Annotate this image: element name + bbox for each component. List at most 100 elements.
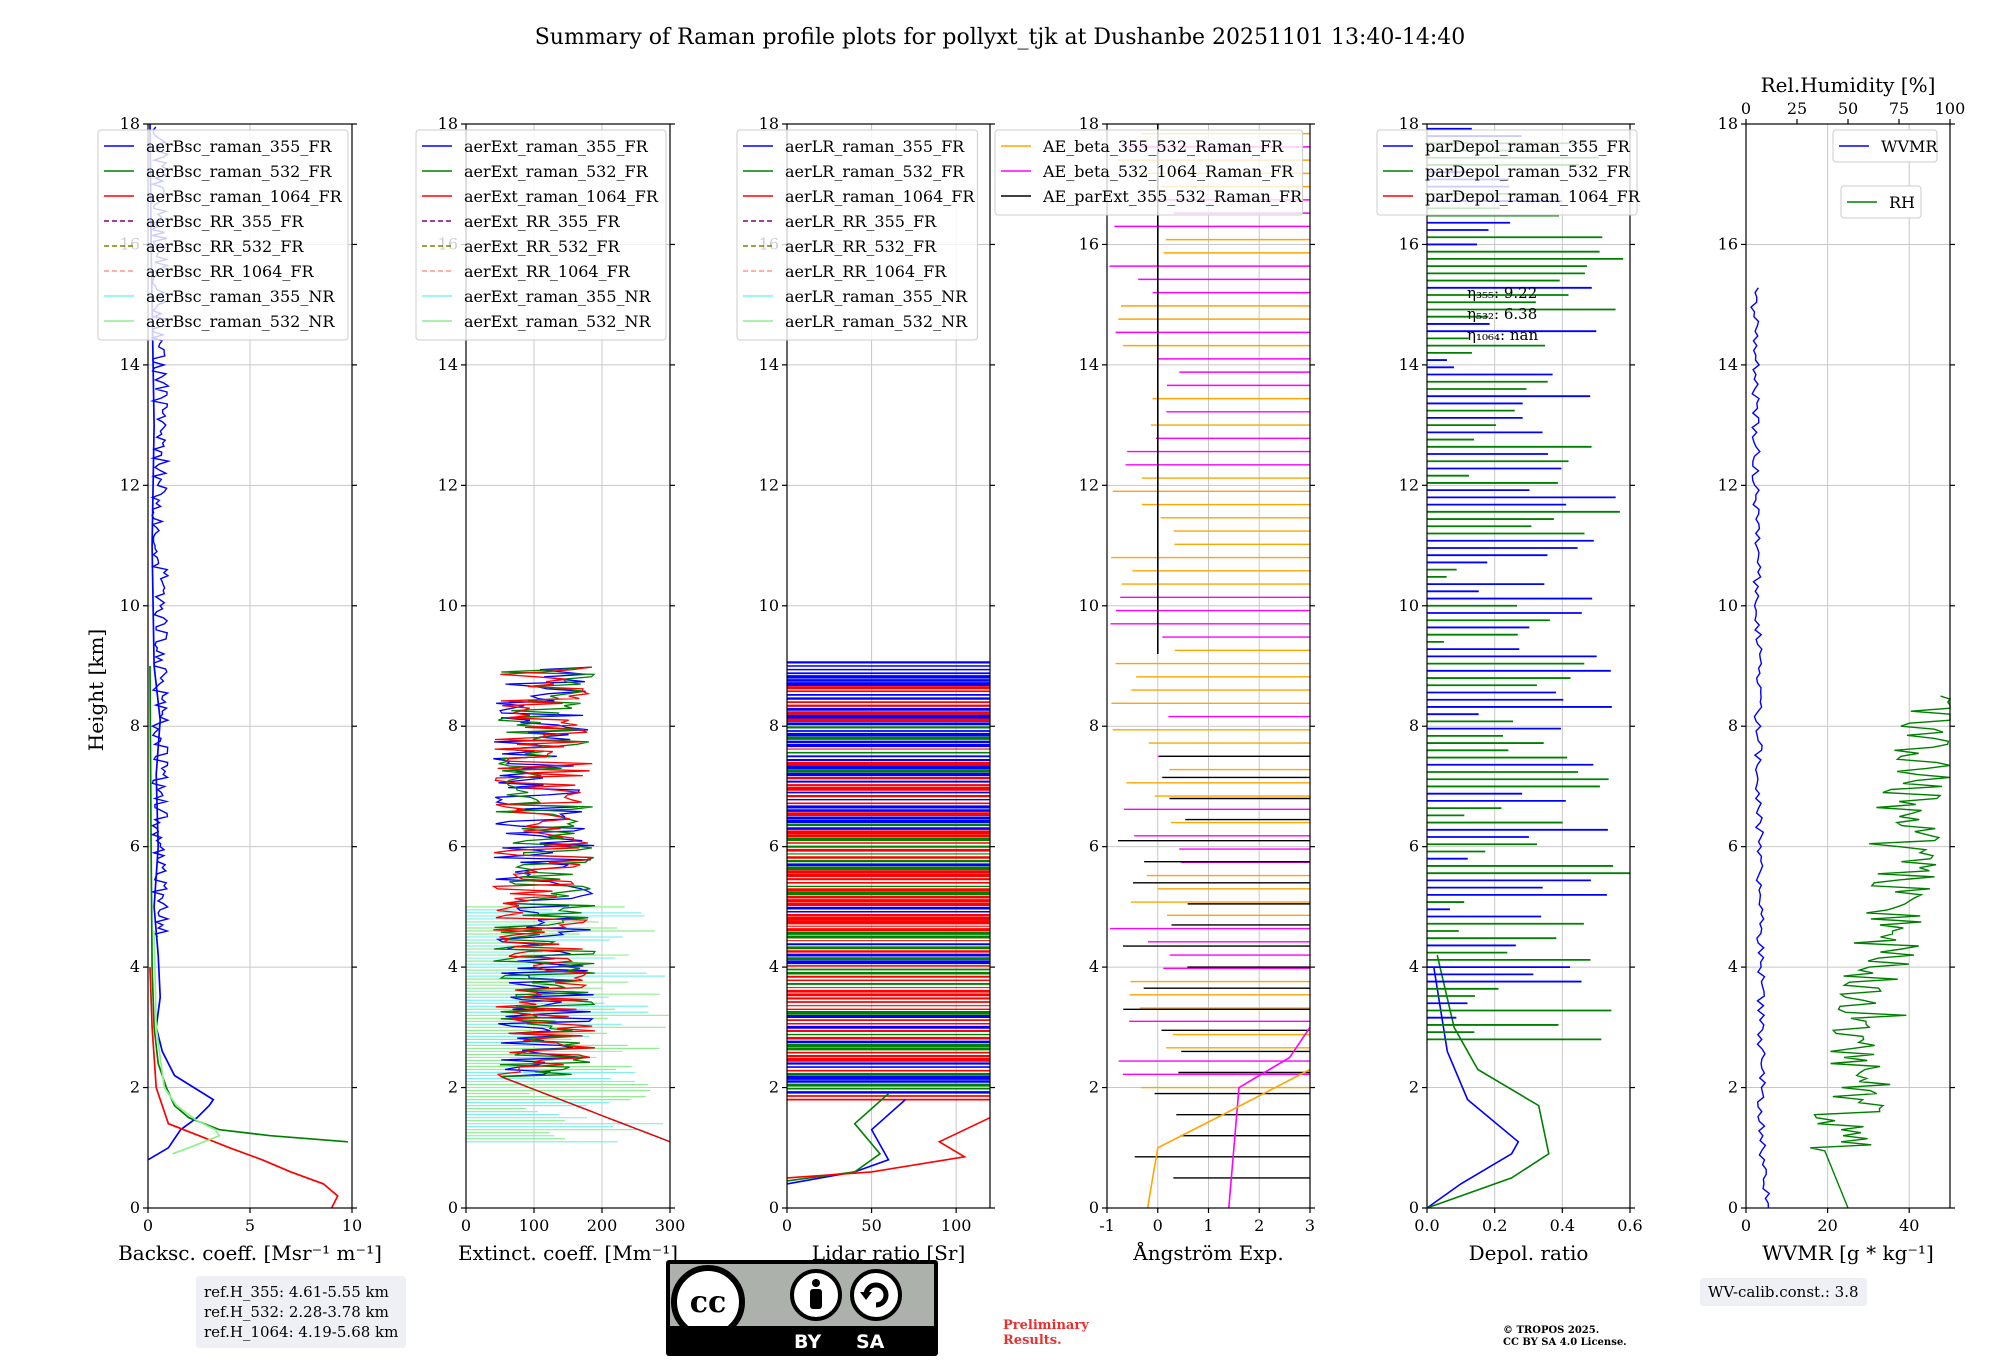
y-tick-label: 14 xyxy=(1079,355,1099,374)
legend-entry: aerLR_RR_1064_FR xyxy=(785,262,947,281)
x-tick-label: 0.0 xyxy=(1414,1216,1439,1235)
legend-entry: RH xyxy=(1889,193,1915,212)
y-tick-label: 18 xyxy=(759,114,779,133)
y-tick-label: 12 xyxy=(1718,475,1738,494)
y-tick-label: 14 xyxy=(1399,355,1419,374)
y-tick-label: 4 xyxy=(448,957,458,976)
plot-area xyxy=(786,661,991,1185)
lidar-ratio-1064 xyxy=(786,1116,991,1179)
x-tick-label: 100 xyxy=(519,1216,550,1235)
x-tick-label: 200 xyxy=(587,1216,618,1235)
y-tick-label: 10 xyxy=(1718,596,1738,615)
x-axis-label: Backsc. coeff. [Msr⁻¹ m⁻¹] xyxy=(118,1241,382,1265)
x-tick-label: 0 xyxy=(1153,1216,1163,1235)
y-tick-label: 10 xyxy=(438,596,458,615)
figure-title: Summary of Raman profile plots for polly… xyxy=(535,25,1466,50)
x-axis-label: Depol. ratio xyxy=(1469,1241,1589,1265)
x-tick-label: 20 xyxy=(1817,1216,1837,1235)
share-alike-icon xyxy=(850,1269,902,1321)
legend-entry: aerExt_raman_355_FR xyxy=(464,137,649,156)
y-tick-label: 8 xyxy=(769,716,779,735)
legend-box xyxy=(994,129,1304,216)
ref-height-355: ref.H_355: 4.61-5.55 km xyxy=(204,1283,389,1301)
y-tick-label: 12 xyxy=(120,475,140,494)
legend-entry: aerBsc_RR_532_FR xyxy=(146,237,304,256)
y-tick-label: 0 xyxy=(448,1198,458,1217)
y-tick-label: 0 xyxy=(1089,1198,1099,1217)
legend-entry: WVMR xyxy=(1881,137,1938,156)
x-tick-label: 2 xyxy=(1254,1216,1264,1235)
x-tick-label: 50 xyxy=(861,1216,881,1235)
y-tick-label: 0 xyxy=(130,1198,140,1217)
legend-entry: aerBsc_RR_355_FR xyxy=(146,212,304,231)
depol-annotation: η₅₃₂: 6.38 xyxy=(1467,305,1537,323)
legend-entry: aerExt_RR_532_FR xyxy=(464,237,621,256)
x-tick-label: -1 xyxy=(1099,1216,1115,1235)
x-tick-label: 300 xyxy=(655,1216,686,1235)
legend-entry: parDepol_raman_1064_FR xyxy=(1425,187,1641,206)
legend-entry: AE_beta_355_532_Raman_FR xyxy=(1042,137,1284,156)
legend-box xyxy=(1832,129,1938,163)
legend-entry: aerLR_RR_355_FR xyxy=(785,212,937,231)
panel-lidar_ratio: 024681012141618050100Lidar ratio [Sr]aer… xyxy=(736,114,995,1265)
y-tick-label: 4 xyxy=(130,957,140,976)
y-tick-label: 4 xyxy=(769,957,779,976)
legend-entry: aerBsc_raman_355_NR xyxy=(146,287,335,306)
legend-entry: aerLR_raman_355_FR xyxy=(785,137,965,156)
plot-area xyxy=(1750,287,1952,1209)
y-axis-label: Height [km] xyxy=(84,629,108,751)
y-tick-label: 6 xyxy=(130,837,140,856)
legend-entry: aerBsc_raman_532_FR xyxy=(146,162,332,181)
y-tick-label: 8 xyxy=(448,716,458,735)
legend-entry: aerBsc_raman_532_NR xyxy=(146,312,335,331)
y-tick-label: 6 xyxy=(769,837,779,856)
x-tick-label: 0.6 xyxy=(1617,1216,1642,1235)
legend-entry: AE_beta_532_1064_Raman_FR xyxy=(1042,162,1294,181)
legend-entry: aerBsc_raman_1064_FR xyxy=(146,187,343,206)
ref-height-532: ref.H_532: 2.28-3.78 km xyxy=(204,1303,389,1321)
cc-icons: cc xyxy=(671,1265,902,1339)
depol-532 xyxy=(1426,954,1550,1209)
x-tick-label: 40 xyxy=(1899,1216,1919,1235)
wv-calibration-box: WV-calib.const.: 3.8 xyxy=(1700,1278,1867,1306)
panel-extinction: 0246810121416180100200300Extinct. coeff.… xyxy=(415,114,686,1265)
panel-depolarization: η₃₅₅: 9.22 η₅₃₂: 6.38 η₁₀₆₄: nan 0 2 4 6 8 10 12 1… xyxy=(1376,114,1643,1265)
legend-entry: AE_parExt_355_532_Raman_FR xyxy=(1042,187,1303,206)
y-tick-label: 8 xyxy=(1409,716,1419,735)
legend-entry: aerLR_raman_355_NR xyxy=(785,287,968,306)
reference-heights-box: ref.H_355: 4.61-5.55 km ref.H_532: 2.28-… xyxy=(196,1276,407,1348)
y-tick-label: 6 xyxy=(1409,837,1419,856)
lidar-ratio-355 xyxy=(786,1099,906,1185)
plot-area xyxy=(1109,124,1311,1209)
x-tick-label: 0.4 xyxy=(1550,1216,1575,1235)
y-tick-label: 16 xyxy=(1718,234,1738,253)
legend-entry: aerBsc_RR_1064_FR xyxy=(146,262,315,281)
legend: AE_beta_355_532_Raman_FR AE_beta_532_1064… xyxy=(994,129,1304,216)
y-tick-label: 16 xyxy=(1079,234,1099,253)
y-tick-label: 14 xyxy=(1718,355,1738,374)
x-axis-label: WVMR [g * kg⁻¹] xyxy=(1762,1241,1934,1265)
x-tick-label: 0 xyxy=(143,1216,153,1235)
preliminary-note: Preliminary Results. xyxy=(1003,1318,1089,1348)
y-tick-label: 16 xyxy=(1399,234,1419,253)
y-tick-label: 18 xyxy=(1718,114,1738,133)
legend-entry: aerLR_RR_532_FR xyxy=(785,237,937,256)
x-tick-label: 0 xyxy=(1741,1216,1751,1235)
y-tick-label: 12 xyxy=(1399,475,1419,494)
y-tick-label: 8 xyxy=(130,716,140,735)
legend-entry: aerExt_raman_532_FR xyxy=(464,162,649,181)
y-tick-label: 18 xyxy=(438,114,458,133)
plot-area xyxy=(466,666,671,1143)
legend-entry: parDepol_raman_532_FR xyxy=(1425,162,1631,181)
y-tick-label: 4 xyxy=(1728,957,1738,976)
y-tick-label: 4 xyxy=(1089,957,1099,976)
top-tick-label: 25 xyxy=(1787,99,1807,118)
legend: aerExt_raman_355_FR aerExt_raman_532_FRae… xyxy=(415,129,667,341)
y-tick-label: 0 xyxy=(1409,1198,1419,1217)
legend-entry: aerExt_raman_1064_FR xyxy=(464,187,659,206)
wvmr-series xyxy=(1750,287,1771,1209)
x-tick-label: 1 xyxy=(1203,1216,1213,1235)
legend-entry: aerExt_raman_355_NR xyxy=(464,287,652,306)
